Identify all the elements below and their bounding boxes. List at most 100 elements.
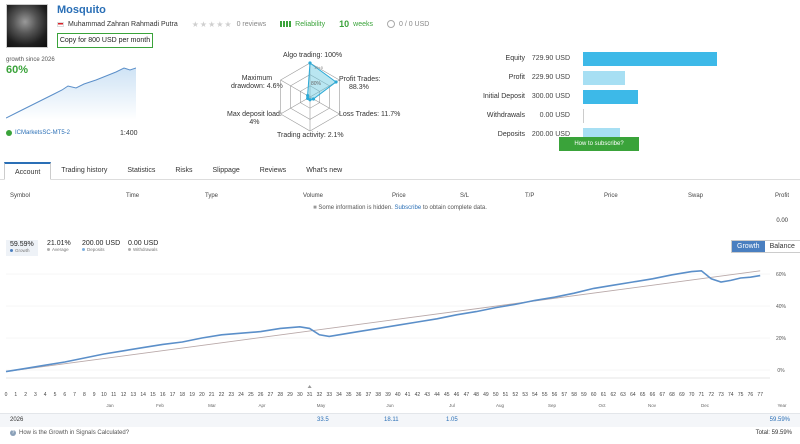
author-name[interactable]: Muhammad Zahran Rahmadi Putra [68, 20, 178, 28]
month-label: Sep [548, 403, 557, 408]
radar-point [306, 96, 310, 100]
x-tick-label: 49 [483, 392, 489, 398]
finance-bar [583, 109, 584, 123]
radar-point [308, 61, 312, 65]
x-tick-label: 33 [326, 392, 332, 398]
column-header: Price [392, 193, 406, 199]
x-tick-label: 61 [601, 392, 607, 398]
x-tick-label: 1 [14, 392, 17, 398]
x-tick-label: 28 [277, 392, 283, 398]
x-tick-label: 52 [513, 392, 519, 398]
x-tick-label: 75 [738, 392, 744, 398]
x-tick-label: 22 [219, 392, 225, 398]
x-tick-label: 60 [591, 392, 597, 398]
month-may-value: 33.5 [317, 417, 329, 423]
x-tick-label: 2 [24, 392, 27, 398]
finance-bar [583, 71, 626, 85]
balance-toggle-button[interactable]: Balance [769, 243, 795, 250]
growth-help-link[interactable]: ? How is the Growth in Signals Calculate… [10, 430, 130, 436]
year-label: 2026 [10, 417, 24, 423]
finance-value: 200.00 USD [531, 131, 570, 138]
column-header: Symbol [10, 193, 31, 199]
tab-statistics[interactable]: Statistics [127, 167, 156, 174]
column-header: S/L [460, 193, 470, 199]
x-tick-label: 7 [73, 392, 76, 398]
x-tick-label: 66 [650, 392, 656, 398]
tab-what-s-new[interactable]: What's new [306, 167, 343, 174]
x-tick-label: 26 [258, 392, 264, 398]
total-growth: Total: 59.59% [755, 430, 792, 436]
growth-chart: 0%20%40%60%0 1 2 3 4 5 6 7 8 9 10 11 12 13 14 15 16 17 18 1… [5, 269, 787, 408]
radar-profit-label: Profit Trades: 88.3% [339, 76, 381, 91]
reviews-count[interactable]: 0 reviews [236, 20, 267, 28]
growth-toggle-button[interactable]: Growth [732, 241, 765, 252]
x-tick-label: 63 [620, 392, 626, 398]
tab-trading-history[interactable]: Trading history [61, 167, 108, 174]
x-tick-label: 56 [552, 392, 558, 398]
radar-top-tag: 10+5 [314, 65, 324, 70]
stat-deposits: 200.00 USD Deposits [82, 240, 120, 256]
marker-icon [307, 385, 312, 388]
x-tick-label: 34 [336, 392, 342, 398]
finance-bar [583, 52, 717, 66]
x-tick-label: 59 [581, 392, 587, 398]
subscribe-link[interactable]: Subscribe [394, 205, 422, 211]
tab-slippage[interactable]: Slippage [212, 167, 240, 174]
rating-stars-icon: ★★★★★ [191, 19, 233, 29]
broker-name[interactable]: ICMarketsSC-MT5-2 [15, 130, 71, 136]
copy-button[interactable]: Copy for 800 USD per month [57, 33, 153, 48]
radar-algo-label: Algo trading: 100% [283, 52, 343, 59]
x-tick-label: 19 [189, 392, 195, 398]
x-tick-label: 68 [669, 392, 675, 398]
x-tick-label: 25 [248, 392, 254, 398]
x-tick-label: 11 [111, 392, 116, 398]
x-tick-label: 69 [679, 392, 685, 398]
column-header: Volume [303, 193, 324, 199]
tab-risks[interactable]: Risks [175, 167, 193, 174]
x-tick-label: 36 [356, 392, 362, 398]
radar-center-label: 80% [311, 81, 322, 87]
x-tick-label: 24 [238, 392, 244, 398]
x-tick-label: 47 [464, 392, 470, 398]
author-row: Muhammad Zahran Rahmadi Putra ★★★★★ 0 re… [57, 19, 429, 29]
avatar[interactable] [6, 4, 48, 48]
finance-value: 300.00 USD [531, 93, 570, 100]
stat-label: Withdrawals [128, 247, 158, 252]
y-tick-label: 0% [777, 368, 785, 374]
x-tick-label: 3 [34, 392, 37, 398]
month-jul-value: 1.05 [446, 417, 458, 423]
radar-drawdown-label: Maximum drawdown: 4.6% [231, 75, 283, 90]
stat-label: Average [47, 247, 71, 252]
x-tick-label: 67 [659, 392, 665, 398]
tab-reviews[interactable]: Reviews [259, 167, 287, 174]
x-tick-label: 40 [395, 392, 401, 398]
x-tick-label: 48 [473, 392, 479, 398]
reliability-icon [280, 21, 292, 27]
x-tick-label: 17 [170, 392, 176, 398]
reliability-label: Reliability [295, 20, 326, 28]
x-tick-label: 45 [444, 392, 450, 398]
y-tick-label: 60% [776, 272, 787, 278]
radar-axis [280, 79, 311, 98]
series-line-trend [5, 270, 761, 373]
x-tick-label: 23 [229, 392, 235, 398]
x-tick-label: 51 [503, 392, 509, 398]
subscribers-value: 0 / 0 USD [398, 20, 430, 28]
x-tick-label: 42 [415, 392, 421, 398]
subscribe-button[interactable]: How to subscribe? [559, 137, 639, 151]
radar-activity-label: Trading activity: 2.1% [277, 132, 344, 139]
x-axis-label: Year [777, 403, 787, 408]
month-label: Jan [106, 403, 114, 408]
x-tick-label: 12 [121, 392, 127, 398]
tab-bar: Account Trading history Statistics Risks Sli… [0, 162, 800, 180]
stat-growth: 59.59% Growth [6, 240, 38, 256]
legend-dot-icon [82, 248, 85, 251]
tab-account[interactable]: Account [4, 162, 52, 180]
x-tick-label: 46 [454, 392, 460, 398]
signal-title[interactable]: Mosquito [57, 4, 106, 16]
x-tick-label: 74 [728, 392, 734, 398]
month-label: Oct [598, 403, 606, 408]
subscribers-icon [386, 20, 395, 28]
month-label: Apr [258, 403, 266, 408]
radar-chart: 80% 10+5 [280, 61, 340, 132]
